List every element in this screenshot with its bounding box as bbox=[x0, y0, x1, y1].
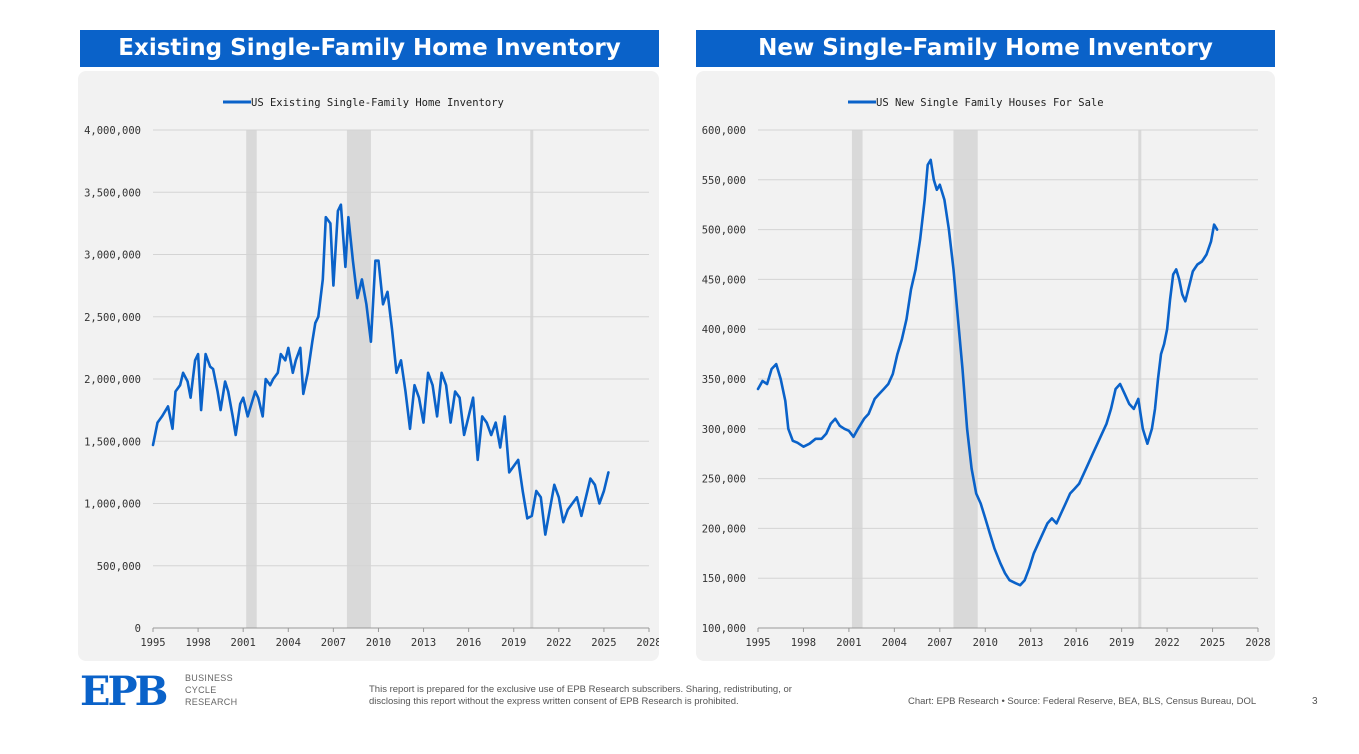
y-tick-label: 350,000 bbox=[702, 374, 746, 386]
x-tick-label: 2028 bbox=[1245, 637, 1270, 649]
chart-title-new: New Single-Family Home Inventory bbox=[696, 30, 1275, 67]
chart-new-svg: 100,000 150,000 200,000 250,000 300,000 350,0… bbox=[702, 97, 1271, 649]
x-tick-label: 2025 bbox=[1200, 637, 1225, 649]
y-tick-label: 100,000 bbox=[702, 623, 746, 635]
x-tick-label: 2010 bbox=[973, 637, 998, 649]
logo-wordmark: EPB bbox=[80, 668, 168, 715]
y-tick-label: 2,000,000 bbox=[84, 374, 141, 386]
x-tick-label: 2007 bbox=[321, 637, 346, 649]
logo-sub-line: RESEARCH bbox=[185, 697, 238, 707]
disclaimer: This report is prepared for the exclusiv… bbox=[369, 684, 849, 708]
y-tick-label: 300,000 bbox=[702, 424, 746, 436]
epb-logo: EPB BUSINESS CYCLE RESEARCH bbox=[80, 668, 237, 715]
logo-subtitle: BUSINESS CYCLE RESEARCH bbox=[185, 672, 237, 708]
x-tick-label: 1995 bbox=[140, 637, 165, 649]
x-tick-label: 1998 bbox=[791, 637, 816, 649]
x-tick-label: 2025 bbox=[591, 637, 616, 649]
y-tick-label: 450,000 bbox=[702, 274, 746, 286]
y-tick-label: 150,000 bbox=[702, 573, 746, 585]
y-tick-label: 550,000 bbox=[702, 175, 746, 187]
series-line bbox=[151, 203, 610, 536]
x-tick-label: 2022 bbox=[1154, 637, 1179, 649]
legend-label: US Existing Single-Family Home Inventory bbox=[251, 97, 504, 109]
chart-panel-existing: 0 500,000 1,000,000 1,500,000 2,000,000 2,500… bbox=[78, 71, 659, 661]
x-tick-label: 2001 bbox=[231, 637, 256, 649]
y-tick-label: 200,000 bbox=[702, 523, 746, 535]
legend: US Existing Single-Family Home Inventory bbox=[223, 97, 504, 109]
x-tick-label: 2010 bbox=[366, 637, 391, 649]
y-tick-label: 0 bbox=[135, 623, 141, 635]
x-tick-label: 2013 bbox=[411, 637, 436, 649]
x-tick-label: 2022 bbox=[546, 637, 571, 649]
x-tick-label: 2019 bbox=[1109, 637, 1134, 649]
legend-label: US New Single Family Houses For Sale bbox=[876, 97, 1104, 109]
x-tick-label: 2007 bbox=[927, 637, 952, 649]
x-tick-label: 2019 bbox=[501, 637, 526, 649]
y-tick-label: 2,500,000 bbox=[84, 312, 141, 324]
x-tick-label: 2001 bbox=[836, 637, 861, 649]
y-tick-label: 3,500,000 bbox=[84, 187, 141, 199]
x-tick-label: 2028 bbox=[636, 637, 659, 649]
x-tick-label: 1998 bbox=[185, 637, 210, 649]
x-tick-label: 2004 bbox=[882, 637, 907, 649]
disclaimer-line: disclosing this report without the expre… bbox=[369, 696, 739, 707]
x-tick-label: 2004 bbox=[276, 637, 301, 649]
y-tick-label: 1,500,000 bbox=[84, 436, 141, 448]
x-tick-label: 2016 bbox=[1064, 637, 1089, 649]
chart-panel-new: 100,000 150,000 200,000 250,000 300,000 350,0… bbox=[696, 71, 1275, 661]
y-tick-label: 1,000,000 bbox=[84, 499, 141, 511]
logo-sub-line: BUSINESS bbox=[185, 673, 233, 683]
y-tick-label: 500,000 bbox=[97, 561, 141, 573]
chart-title-existing: Existing Single-Family Home Inventory bbox=[80, 30, 659, 67]
series-line bbox=[756, 158, 1219, 587]
y-tick-label: 3,000,000 bbox=[84, 250, 141, 262]
disclaimer-line: This report is prepared for the exclusiv… bbox=[369, 684, 792, 695]
legend: US New Single Family Houses For Sale bbox=[848, 97, 1104, 109]
y-tick-label: 600,000 bbox=[702, 125, 746, 137]
x-tick-label: 2016 bbox=[456, 637, 481, 649]
x-tick-label: 2013 bbox=[1018, 637, 1043, 649]
source-note: Chart: EPB Research • Source: Federal Re… bbox=[908, 696, 1257, 707]
logo-sub-line: CYCLE bbox=[185, 685, 217, 695]
y-tick-label: 500,000 bbox=[702, 225, 746, 237]
page-number: 3 bbox=[1312, 696, 1318, 707]
y-tick-label: 4,000,000 bbox=[84, 125, 141, 137]
chart-existing-svg: 0 500,000 1,000,000 1,500,000 2,000,000 2,500… bbox=[84, 97, 659, 649]
y-tick-label: 250,000 bbox=[702, 474, 746, 486]
x-tick-label: 1995 bbox=[745, 637, 770, 649]
y-tick-label: 400,000 bbox=[702, 324, 746, 336]
